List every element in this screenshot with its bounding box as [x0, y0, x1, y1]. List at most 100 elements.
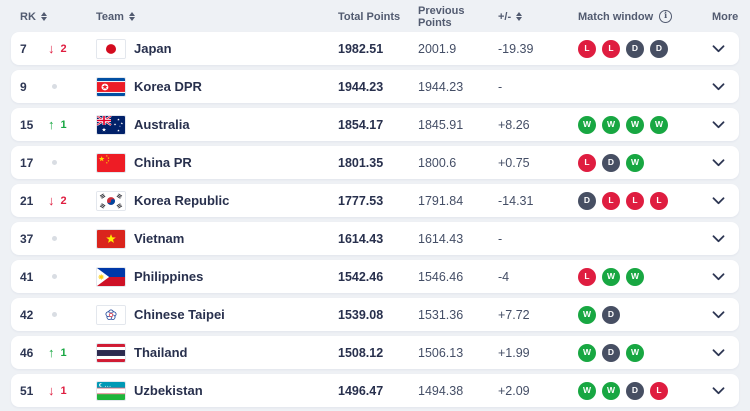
flag-uzbekistan: [96, 380, 126, 401]
table-row[interactable]: 9 Korea DPR 1944.23 1944.23 -: [11, 70, 739, 103]
flag-japan: [96, 38, 126, 59]
rank-down-arrow-icon: ↓: [48, 41, 55, 56]
match-result-badge-l: L: [650, 381, 668, 400]
no-change-dot-icon: [52, 236, 57, 241]
team-name: Korea DPR: [134, 78, 202, 94]
rank-down-arrow-icon: ↓: [48, 383, 55, 398]
rank-change: [48, 160, 96, 165]
column-header-previous-points: Previous Points: [418, 5, 498, 29]
match-result-badge-l: L: [578, 153, 596, 172]
rank-value: 15: [20, 117, 34, 132]
rank-change: [48, 312, 96, 317]
info-icon[interactable]: i: [659, 10, 673, 23]
match-result-badge-d: D: [602, 343, 620, 362]
rk-header-label: RK: [20, 10, 36, 23]
table-row[interactable]: 21 ↓ 2 Korea Republic 1777.53 1791.84 -14…: [11, 184, 739, 217]
previous-points-value: 1531.36: [418, 307, 464, 322]
total-points-value: 1539.08: [338, 307, 384, 322]
total-points-value: 1777.53: [338, 193, 384, 208]
chevron-down-icon[interactable]: [712, 158, 725, 167]
table-row[interactable]: 51 ↓ 1 Uzbekistan 1496.47 1494.38 +2.09 W…: [11, 374, 739, 407]
column-header-team[interactable]: Team: [96, 11, 338, 23]
total-points-value: 1508.12: [338, 345, 384, 360]
rank-change: ↓ 1: [48, 384, 96, 397]
rank-value: 17: [20, 155, 34, 170]
total-points-value: 1801.35: [338, 155, 384, 170]
chevron-down-icon[interactable]: [712, 310, 725, 319]
more-header-label: More: [712, 10, 739, 23]
rank-change-value: 2: [60, 194, 67, 207]
match-result-badge-l: L: [650, 191, 668, 210]
previous-points-value: 1791.84: [418, 193, 464, 208]
total-points-value: 1854.17: [338, 117, 384, 132]
match-result-badge-l: L: [626, 191, 644, 210]
team-name: Australia: [134, 116, 190, 132]
total-points-value: 1614.43: [338, 231, 384, 246]
column-header-plus-minus[interactable]: +/-: [498, 11, 578, 23]
rank-change: [48, 274, 96, 279]
previous-points-value: 1494.38: [418, 383, 464, 398]
rank-change: ↓ 2: [48, 194, 96, 207]
chevron-down-icon[interactable]: [712, 120, 725, 129]
match-result-badge-d: D: [578, 191, 596, 210]
rank-change-value: 1: [60, 118, 67, 131]
total-points-value: 1944.23: [338, 79, 384, 94]
match-result-badge-l: L: [602, 191, 620, 210]
sort-icon: [516, 12, 523, 21]
points-diff-value: +2.09: [498, 383, 530, 398]
total-points-value: 1982.51: [338, 41, 384, 56]
table-row[interactable]: 42 Chinese Taipei 1539.08 1531.36 +7.72 …: [11, 298, 739, 331]
chevron-down-icon[interactable]: [712, 82, 725, 91]
column-header-total-points: Total Points: [338, 11, 418, 23]
sort-icon: [128, 12, 135, 21]
flag-vietnam: [96, 228, 126, 249]
match-result-badge-w: W: [626, 153, 644, 172]
chevron-down-icon[interactable]: [712, 386, 725, 395]
team-header-label: Team: [96, 10, 124, 23]
match-result-badge-w: W: [602, 115, 620, 134]
table-row[interactable]: 37 Vietnam 1614.43 1614.43 -: [11, 222, 739, 255]
column-header-rk[interactable]: RK: [20, 11, 48, 23]
points-diff-value: -: [498, 231, 503, 246]
team-name: China PR: [134, 154, 192, 170]
chevron-down-icon[interactable]: [712, 348, 725, 357]
no-change-dot-icon: [52, 274, 57, 279]
rank-down-arrow-icon: ↓: [48, 193, 55, 208]
rank-value: 9: [20, 79, 27, 94]
previous-points-value: 1506.13: [418, 345, 464, 360]
total-points-value: 1542.46: [338, 269, 384, 284]
chevron-down-icon[interactable]: [712, 272, 725, 281]
match-result-badge-w: W: [578, 115, 596, 134]
rank-change-value: 2: [60, 42, 67, 55]
rank-change: [48, 84, 96, 89]
chevron-down-icon[interactable]: [712, 234, 725, 243]
rank-up-arrow-icon: ↑: [48, 117, 55, 132]
match-result-badge-d: D: [602, 305, 620, 324]
team-name: Philippines: [134, 268, 204, 284]
match-result-badge-l: L: [578, 39, 596, 58]
rank-value: 51: [20, 383, 34, 398]
rank-change: ↑ 1: [48, 346, 96, 359]
previous-points-value: 1845.91: [418, 117, 464, 132]
chevron-down-icon[interactable]: [712, 196, 725, 205]
rank-value: 21: [20, 193, 34, 208]
team-name: Chinese Taipei: [134, 306, 225, 322]
points-diff-value: +7.72: [498, 307, 530, 322]
team-name: Thailand: [134, 344, 188, 360]
no-change-dot-icon: [52, 312, 57, 317]
previous-points-value: 1944.23: [418, 79, 464, 94]
previous-points-header-label: Previous Points: [418, 4, 465, 29]
column-header-more: More: [712, 11, 739, 23]
chevron-down-icon[interactable]: [712, 44, 725, 53]
flag-korea-republic: [96, 190, 126, 211]
